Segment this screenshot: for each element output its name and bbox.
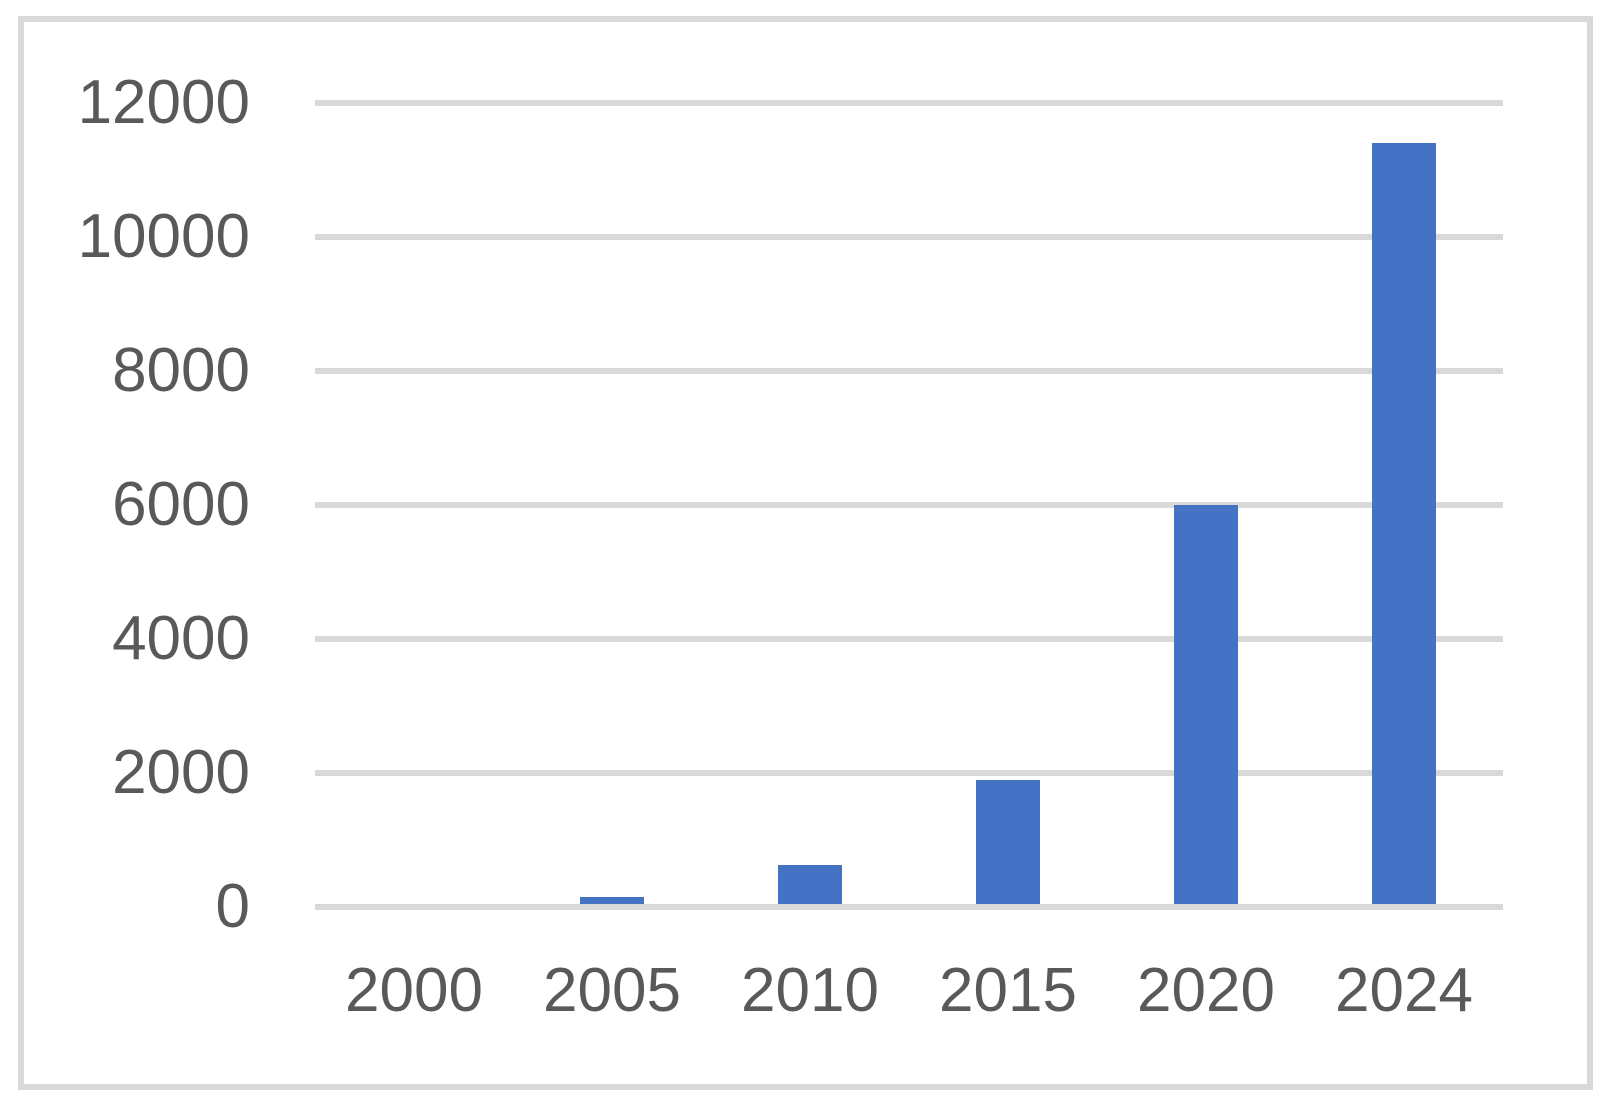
bar-2015 [976,780,1040,907]
y-axis-tick-label: 6000 [112,470,250,539]
bar-2024 [1372,143,1436,907]
chart-figure: 0 2000 4000 6000 8000 10000 12000 2000 2005 2010 2… [18,16,1593,1090]
x-axis-tick-label: 2010 [741,956,879,1025]
y-axis-tick-label: 2000 [112,738,250,807]
y-axis-tick-label: 8000 [112,336,250,405]
x-axis-line [315,904,1503,910]
x-axis-tick-label: 2005 [543,956,681,1025]
y-axis-tick-label: 10000 [77,202,250,271]
y-axis-tick-label: 12000 [77,68,250,137]
bar-2020 [1174,505,1238,907]
y-axis-tick-label: 4000 [112,604,250,673]
bar-2005 [580,897,644,907]
gridline [315,502,1503,508]
x-axis-tick-label: 2024 [1335,956,1473,1025]
bar-2010 [778,865,842,907]
gridline [315,234,1503,240]
gridline [315,770,1503,776]
gridline [315,368,1503,374]
x-axis-tick-label: 2015 [939,956,1077,1025]
x-axis-tick-label: 2000 [345,956,483,1025]
y-axis-tick-label: 0 [215,872,250,941]
x-axis-tick-label: 2020 [1137,956,1275,1025]
gridline [315,636,1503,642]
gridline [315,100,1503,106]
